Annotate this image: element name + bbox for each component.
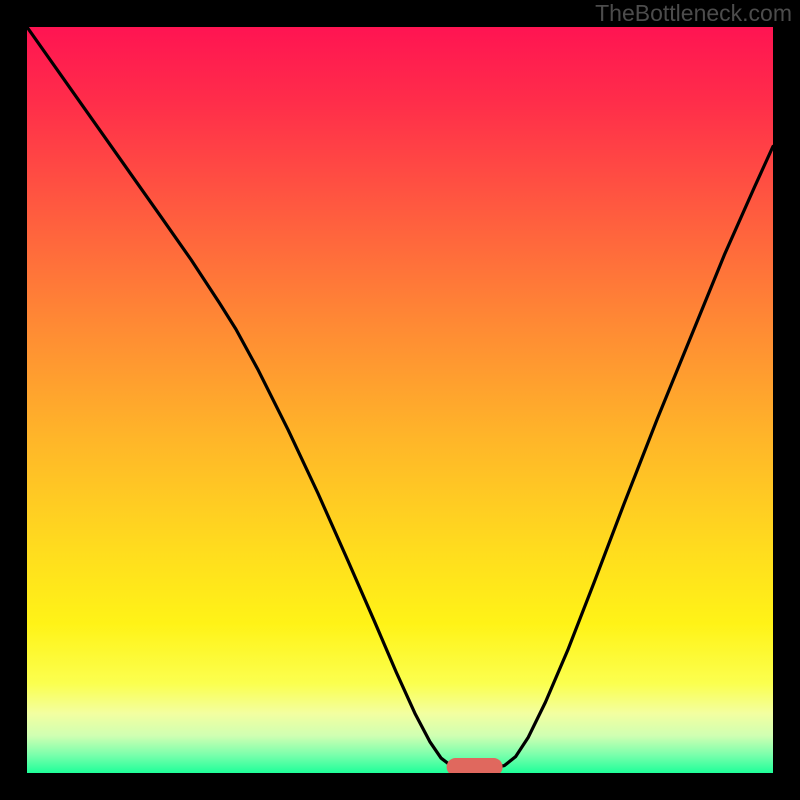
watermark-text: TheBottleneck.com xyxy=(595,0,792,27)
frame-right xyxy=(773,0,800,800)
chart-svg xyxy=(0,0,800,800)
frame-bottom xyxy=(0,773,800,800)
frame-left xyxy=(0,0,27,800)
plot-background xyxy=(27,27,773,773)
